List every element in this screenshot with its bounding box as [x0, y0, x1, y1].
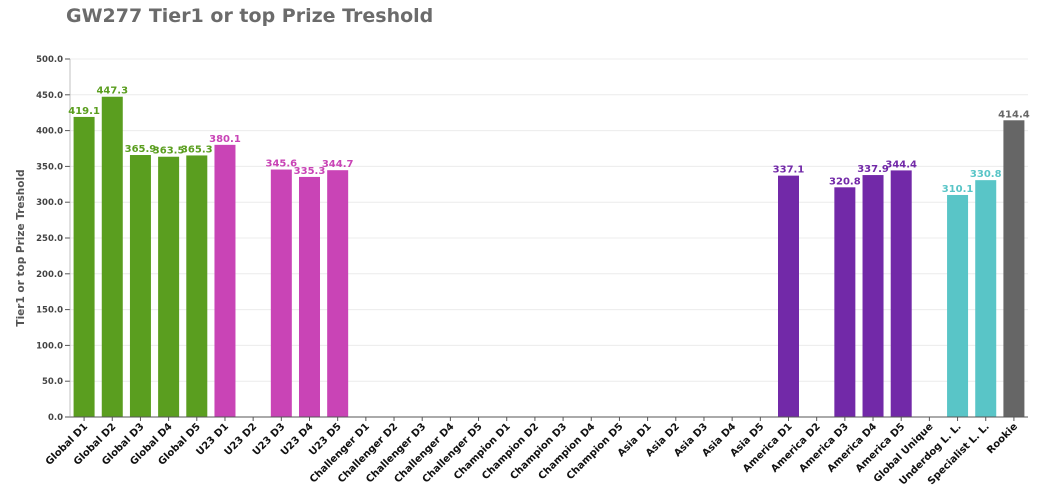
chart-title: GW277 Tier1 or top Prize Treshold: [66, 5, 434, 27]
y-tick-label: 0.0: [48, 413, 63, 423]
bar-value-label: 337.9: [857, 164, 889, 175]
bar-value-label: 330.8: [970, 169, 1002, 180]
axes: [65, 58, 1028, 421]
x-tick-label: America D4: [826, 421, 880, 475]
x-tick-label: America D3: [797, 421, 851, 475]
bar: [975, 180, 997, 417]
bar: [862, 175, 884, 417]
y-tick-label: 150.0: [36, 306, 63, 316]
x-tick-label: America D1: [741, 421, 795, 475]
bars: [73, 96, 1025, 418]
bar-value-label: 335.3: [294, 166, 326, 177]
bar-value-label: 380.1: [209, 134, 241, 145]
bar-value-label: 310.1: [942, 184, 974, 195]
bar: [73, 116, 95, 417]
x-tick-label: America D5: [854, 421, 908, 475]
y-tick-label: 50.0: [42, 377, 63, 387]
bar-value-label: 345.6: [266, 159, 298, 170]
bar-value-label: 344.7: [322, 159, 354, 170]
bar: [158, 156, 180, 417]
bar: [270, 169, 292, 417]
grid-lines: [70, 58, 1028, 418]
y-tick-label: 500.0: [36, 55, 63, 65]
bar-value-label: 447.3: [96, 86, 128, 97]
bar: [214, 144, 236, 418]
bar-value-label: 419.1: [68, 106, 100, 117]
y-tick-label: 300.0: [36, 198, 63, 208]
bar: [299, 176, 320, 417]
bar: [778, 175, 799, 417]
y-tick-label: 250.0: [36, 234, 63, 244]
y-axis-title: Tier1 or top Prize Treshold: [15, 169, 27, 326]
bar-value-label: 365.9: [125, 144, 157, 155]
bar-value-label: 320.8: [829, 176, 861, 187]
bar: [327, 170, 349, 417]
bar-value-label: 363.5: [153, 146, 185, 157]
x-tick-label: America D2: [769, 421, 823, 475]
bar: [890, 170, 912, 417]
bar: [1003, 120, 1025, 417]
bar: [947, 194, 969, 417]
y-tick-label: 200.0: [36, 270, 63, 280]
bar: [834, 187, 856, 417]
bar-value-label: 344.4: [885, 159, 917, 170]
bar: [101, 96, 123, 417]
y-tick-label: 450.0: [36, 91, 63, 101]
y-tick-label: 400.0: [36, 127, 63, 137]
bar: [129, 155, 151, 417]
bar-value-label: 414.4: [998, 109, 1030, 120]
bar: [186, 155, 208, 418]
y-tick-label: 350.0: [36, 162, 63, 172]
y-tick-label: 100.0: [36, 341, 63, 351]
bar-value-label: 337.1: [773, 165, 805, 176]
x-tick-label: Rookie: [985, 421, 1020, 456]
bar-value-label: 365.3: [181, 144, 213, 155]
